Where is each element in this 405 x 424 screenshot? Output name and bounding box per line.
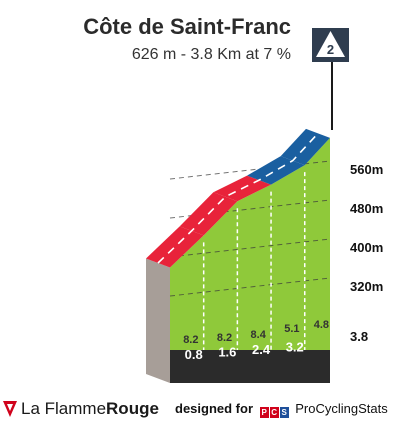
- distance-label: 3.2: [286, 340, 304, 355]
- climb-title: Côte de Saint-Franc: [83, 14, 291, 39]
- gradient-label: 4.8: [314, 319, 329, 331]
- category-badge-triangle-icon: [316, 31, 345, 57]
- climb-subtitle: 626 m - 3.8 Km at 7 %: [131, 46, 291, 63]
- brand-text-bold: Rouge: [106, 399, 159, 418]
- pcs-letter-p: P: [259, 407, 269, 418]
- lafr-brand: La FlammeRouge: [3, 399, 159, 419]
- gradient-label: 8.4: [251, 329, 267, 341]
- flame-logo-icon: [3, 401, 17, 417]
- distance-label: 2.4: [252, 342, 271, 357]
- distance-label: 3.8: [350, 329, 368, 344]
- brand-text-plain: La Flamme: [21, 399, 107, 418]
- designed-for-label: designed for: [175, 401, 254, 416]
- gradient-label: 8.2: [183, 334, 198, 346]
- pcs-name: ProCyclingStats: [295, 401, 388, 416]
- pcs-letter-s: S: [279, 407, 289, 418]
- pcs-letter-c: C: [269, 407, 279, 418]
- segment-top-band: [146, 226, 204, 268]
- profile-base: [170, 350, 330, 383]
- gradient-label: 8.2: [217, 332, 232, 344]
- distance-label: 1.6: [218, 345, 236, 360]
- y-tick-label: 320m: [350, 279, 383, 294]
- segment-top-band: [247, 156, 305, 185]
- elevation-profile-chart: 2 320m 400m 480m 560m 8.2 8.2 8.4 5.1 4.8 0.8 1.6 2…: [146, 28, 383, 383]
- crest-dashed-line: [157, 132, 319, 264]
- summit-marker: 2: [312, 28, 349, 130]
- profile-area: [170, 137, 330, 350]
- category-badge-label: 2: [327, 42, 334, 57]
- y-tick-label: 400m: [350, 240, 383, 255]
- profile-left-face: [146, 258, 170, 383]
- gradient-label: 5.1: [284, 323, 299, 335]
- y-tick-label: 480m: [350, 201, 383, 216]
- y-tick-label: 560m: [350, 162, 383, 177]
- distance-label: 0.8: [185, 347, 203, 362]
